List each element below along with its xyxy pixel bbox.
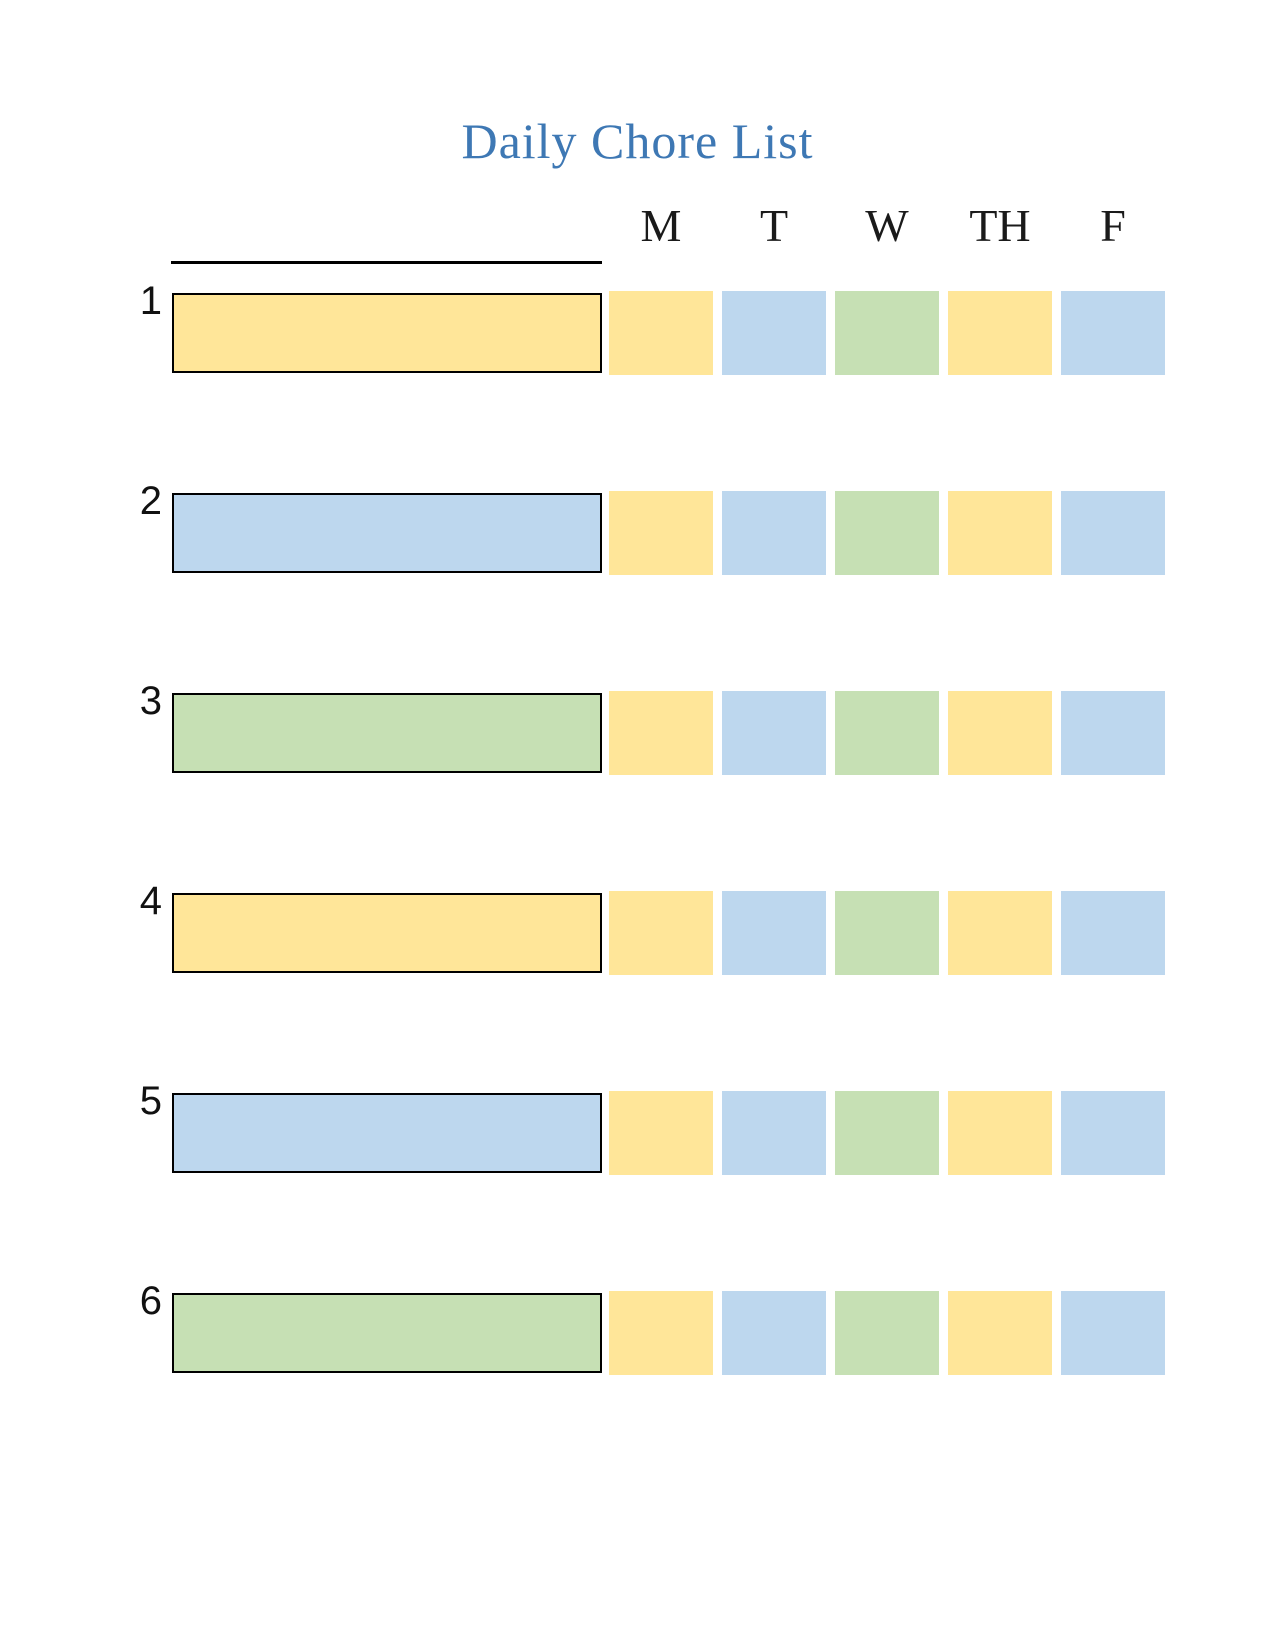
day-cell-row5-TH[interactable] (948, 1091, 1052, 1175)
day-cell-row4-TH[interactable] (948, 891, 1052, 975)
row-number-6: 6 (139, 1279, 162, 1323)
day-cell-row6-F[interactable] (1061, 1291, 1165, 1375)
day-cell-row6-TH[interactable] (948, 1291, 1052, 1375)
day-cell-row2-M[interactable] (609, 491, 713, 575)
day-cell-row3-T[interactable] (722, 691, 826, 775)
chore-box-6[interactable] (172, 1293, 602, 1373)
day-cell-row4-T[interactable] (722, 891, 826, 975)
row-number-4: 4 (139, 879, 162, 923)
day-cell-row3-TH[interactable] (948, 691, 1052, 775)
row-number-2: 2 (139, 479, 162, 523)
day-cell-row4-M[interactable] (609, 891, 713, 975)
day-cell-row1-T[interactable] (722, 291, 826, 375)
day-cell-row5-F[interactable] (1061, 1091, 1165, 1175)
chore-box-2[interactable] (172, 493, 602, 573)
row-number-1: 1 (139, 279, 162, 323)
day-header-W: W (865, 200, 909, 251)
chore-box-3[interactable] (172, 693, 602, 773)
day-header-M: M (640, 200, 682, 251)
day-cell-row6-W[interactable] (835, 1291, 939, 1375)
row-number-5: 5 (139, 1079, 162, 1123)
day-header-TH: TH (969, 200, 1031, 251)
chore-box-4[interactable] (172, 893, 602, 973)
day-cell-row3-M[interactable] (609, 691, 713, 775)
day-cell-row5-W[interactable] (835, 1091, 939, 1175)
day-cell-row1-W[interactable] (835, 291, 939, 375)
day-header-T: T (759, 200, 789, 251)
day-cell-row6-T[interactable] (722, 1291, 826, 1375)
chore-box-1[interactable] (172, 293, 602, 373)
day-cell-row5-M[interactable] (609, 1091, 713, 1175)
day-cell-row4-F[interactable] (1061, 891, 1165, 975)
day-cell-row1-M[interactable] (609, 291, 713, 375)
page-title: Daily Chore List (461, 113, 814, 169)
day-cell-row1-F[interactable] (1061, 291, 1165, 375)
day-cell-row5-T[interactable] (722, 1091, 826, 1175)
day-cell-row6-M[interactable] (609, 1291, 713, 1375)
day-cell-row2-TH[interactable] (948, 491, 1052, 575)
row-number-3: 3 (139, 679, 162, 723)
day-cell-row2-F[interactable] (1061, 491, 1165, 575)
name-line[interactable] (171, 261, 602, 264)
chore-box-5[interactable] (172, 1093, 602, 1173)
day-cell-row3-W[interactable] (835, 691, 939, 775)
day-cell-row2-W[interactable] (835, 491, 939, 575)
day-cell-row2-T[interactable] (722, 491, 826, 575)
day-cell-row3-F[interactable] (1061, 691, 1165, 775)
day-cell-row1-TH[interactable] (948, 291, 1052, 375)
day-cell-row4-W[interactable] (835, 891, 939, 975)
day-header-F: F (1100, 200, 1126, 251)
